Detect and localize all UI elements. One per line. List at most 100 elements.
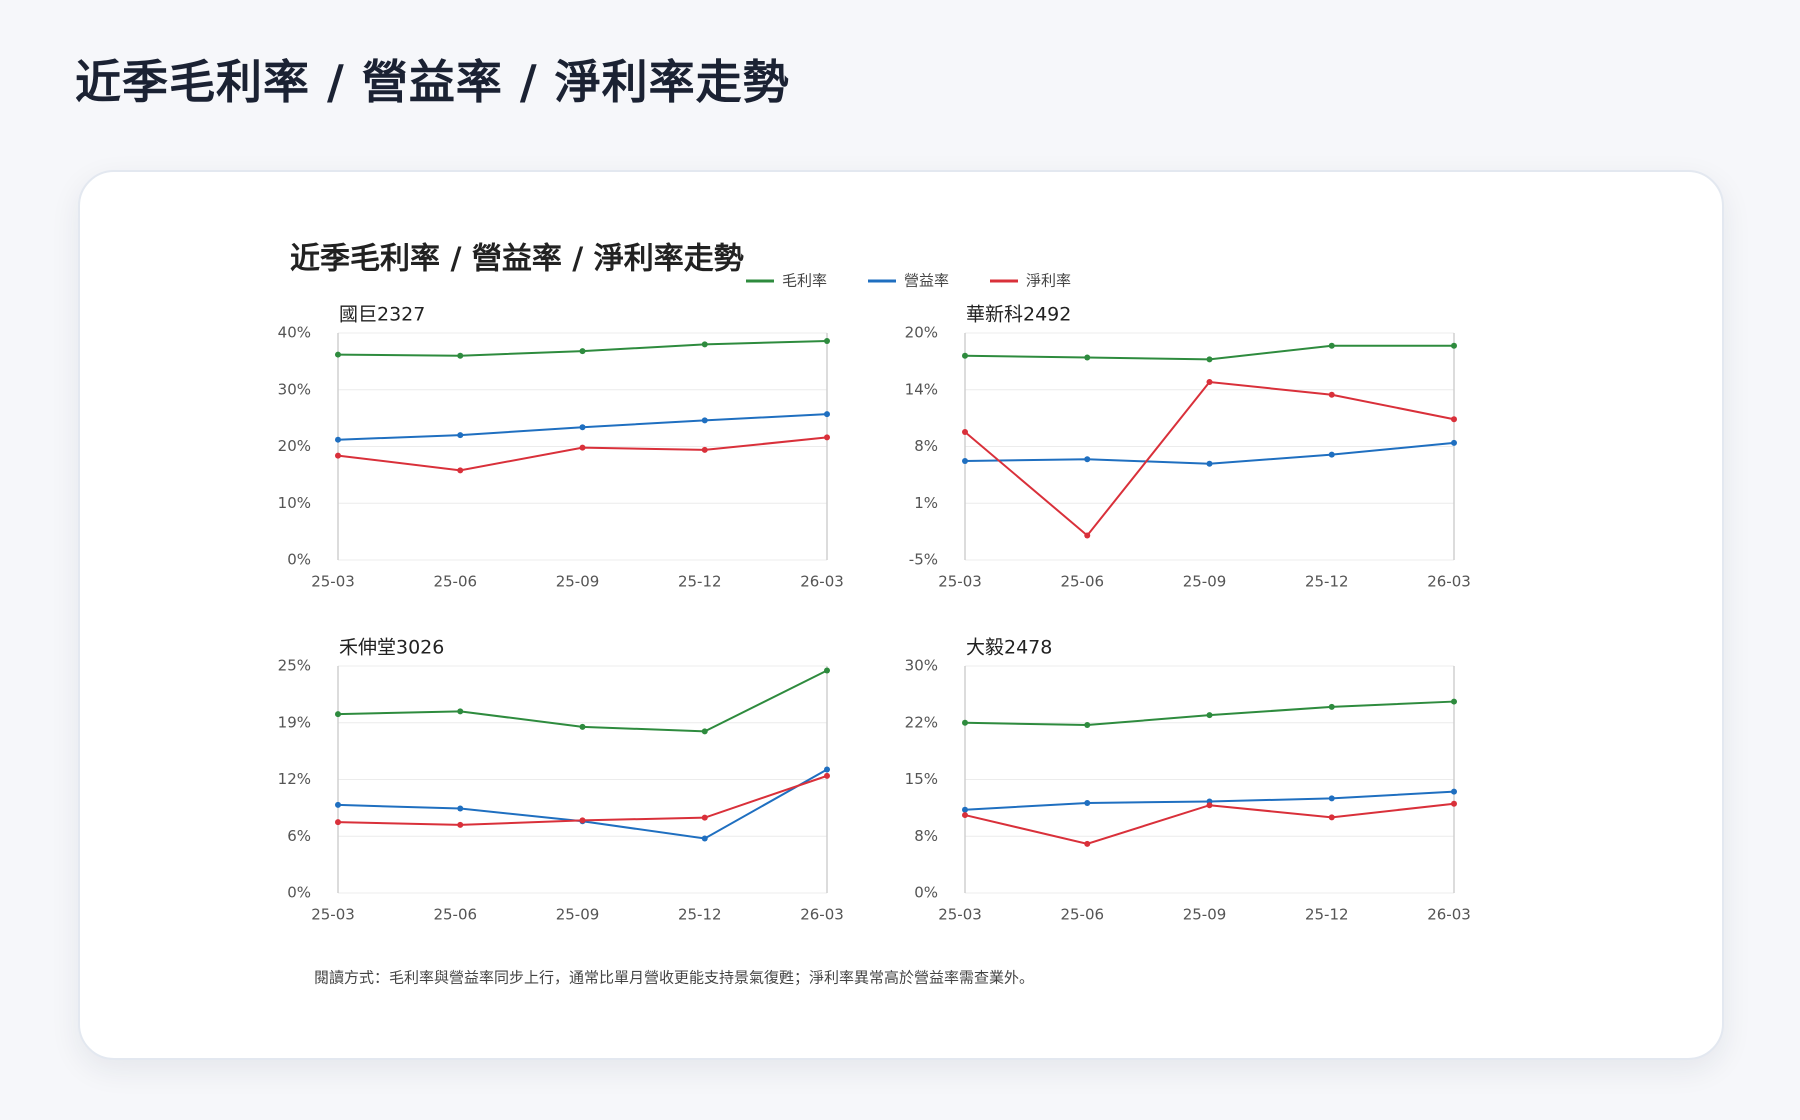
figure-title: 近季毛利率 / 營益率 / 淨利率走勢 <box>290 242 744 277</box>
x-tick-label: 25-03 <box>938 573 982 591</box>
x-tick-label: 25-03 <box>938 906 982 924</box>
data-point <box>457 805 464 812</box>
x-tick-label: 25-12 <box>1305 906 1349 924</box>
x-tick-label: 25-09 <box>556 573 600 591</box>
data-point <box>335 436 341 443</box>
data-point <box>1328 814 1335 821</box>
data-point <box>824 434 830 441</box>
data-point <box>579 817 586 824</box>
x-tick-label: 25-09 <box>1183 573 1227 591</box>
data-point <box>1328 795 1335 802</box>
x-tick-label: 25-06 <box>433 573 477 591</box>
data-point <box>701 728 708 735</box>
data-point <box>1206 356 1213 363</box>
y-tick-label: 12% <box>278 770 311 788</box>
data-point <box>962 719 968 726</box>
x-tick-label: 25-06 <box>433 906 477 924</box>
y-tick-label: 20% <box>905 324 938 342</box>
data-point <box>335 801 341 808</box>
data-point <box>1084 799 1091 806</box>
data-point <box>1206 712 1213 719</box>
data-point <box>1451 788 1457 795</box>
data-point <box>701 417 708 424</box>
x-tick-label: 25-09 <box>1183 906 1227 924</box>
legend-label: 營益率 <box>904 272 949 290</box>
data-point <box>1451 416 1457 423</box>
page-title: 近季毛利率 / 營益率 / 淨利率走勢 <box>75 55 790 109</box>
y-tick-label: 40% <box>278 324 311 342</box>
data-point <box>335 452 341 459</box>
data-point <box>1328 451 1335 458</box>
data-point <box>824 411 830 418</box>
subplot-title: 大毅2478 <box>966 637 1052 659</box>
data-point <box>457 432 464 439</box>
subplot-title: 國巨2327 <box>339 304 425 326</box>
series-line <box>337 436 828 472</box>
y-tick-label: 15% <box>905 770 938 788</box>
y-tick-label: 19% <box>278 713 311 731</box>
x-tick-label: 25-06 <box>1060 906 1104 924</box>
data-point <box>335 819 341 826</box>
legend-label: 毛利率 <box>782 272 827 290</box>
x-tick-label: 25-12 <box>678 906 722 924</box>
data-point <box>579 723 586 730</box>
data-point <box>701 814 708 821</box>
x-tick-label: 26-03 <box>800 573 844 591</box>
x-tick-label: 26-03 <box>1427 573 1471 591</box>
data-point <box>701 835 708 842</box>
data-point <box>457 352 464 359</box>
x-tick-label: 25-09 <box>556 906 600 924</box>
data-point <box>457 821 464 828</box>
y-tick-label: 8% <box>914 827 938 845</box>
x-tick-label: 25-03 <box>311 573 355 591</box>
data-point <box>335 351 341 358</box>
x-tick-label: 26-03 <box>800 906 844 924</box>
data-point <box>824 766 830 773</box>
y-tick-label: 14% <box>905 380 938 398</box>
data-point <box>579 424 586 431</box>
subplot-title: 華新科2492 <box>966 304 1071 326</box>
card <box>78 170 1724 1060</box>
y-tick-label: 0% <box>287 884 311 902</box>
series-line <box>964 380 1455 537</box>
y-tick-label: 30% <box>278 380 311 398</box>
y-tick-label: 30% <box>905 657 938 675</box>
legend-label: 淨利率 <box>1026 272 1071 290</box>
data-point <box>335 711 341 718</box>
y-tick-label: 0% <box>914 884 938 902</box>
data-point <box>457 708 464 715</box>
data-point <box>457 467 464 474</box>
x-tick-label: 25-06 <box>1060 573 1104 591</box>
data-point <box>1206 379 1213 386</box>
data-point <box>962 352 968 359</box>
data-point <box>579 348 586 355</box>
y-tick-label: 8% <box>914 437 938 455</box>
series-line <box>964 802 1455 845</box>
y-tick-label: 6% <box>287 827 311 845</box>
data-point <box>824 772 830 779</box>
data-point <box>1084 456 1091 463</box>
data-point <box>1328 342 1335 349</box>
data-point <box>1451 698 1457 705</box>
y-tick-label: 22% <box>905 713 938 731</box>
subplot-title: 禾伸堂3026 <box>339 637 444 659</box>
y-tick-label: 0% <box>287 551 311 569</box>
data-point <box>1084 354 1091 361</box>
x-tick-label: 25-03 <box>311 906 355 924</box>
y-tick-label: 20% <box>278 437 311 455</box>
y-tick-label: 1% <box>914 494 938 512</box>
x-tick-label: 25-12 <box>1305 573 1349 591</box>
x-tick-label: 26-03 <box>1427 906 1471 924</box>
data-point <box>824 337 830 344</box>
data-point <box>962 812 968 819</box>
data-point <box>1451 342 1457 349</box>
data-point <box>1451 800 1457 807</box>
data-point <box>962 458 968 465</box>
data-point <box>962 428 968 435</box>
x-tick-label: 25-12 <box>678 573 722 591</box>
data-point <box>1328 391 1335 398</box>
data-point <box>579 444 586 451</box>
data-point <box>701 341 708 348</box>
